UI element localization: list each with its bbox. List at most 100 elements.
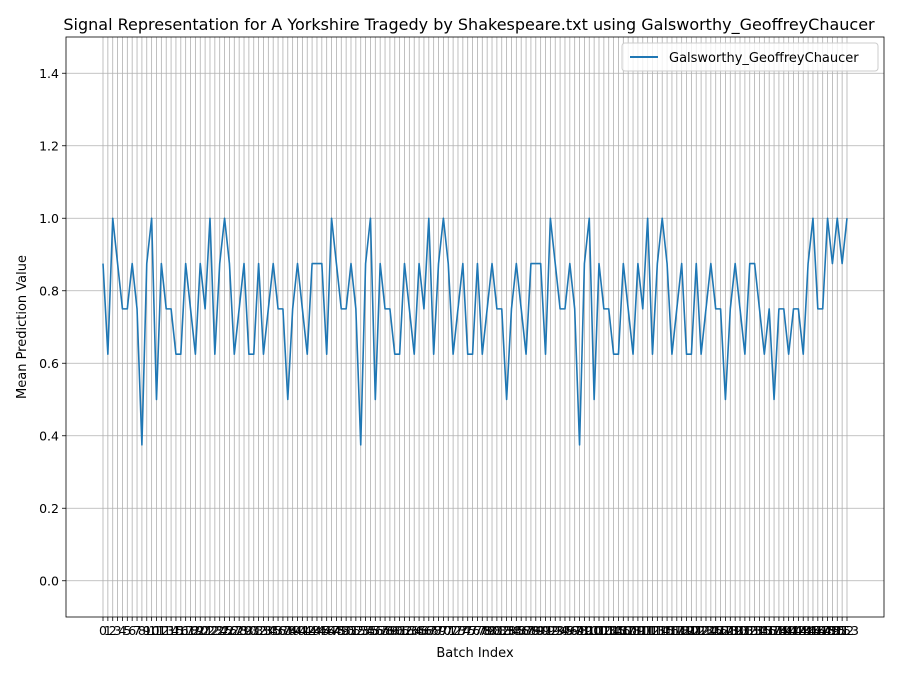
x-tick-label: 42 — [299, 623, 315, 638]
x-tick-label: 3 — [114, 623, 122, 638]
x-tick-label: 52 — [348, 623, 364, 638]
y-tick-label: 0.6 — [39, 356, 59, 371]
x-tick-label: 26 — [221, 623, 237, 638]
x-tick-label: 22 — [202, 623, 218, 638]
x-tick-label: 21 — [197, 623, 213, 638]
x-tick-label: 123 — [689, 623, 713, 638]
x-tick-label: 101 — [582, 623, 606, 638]
x-tick-label: 71 — [440, 623, 456, 638]
x-tick-label: 133 — [738, 623, 762, 638]
x-tick-label: 47 — [324, 623, 340, 638]
x-tick-label: 48 — [328, 623, 344, 638]
x-tick-label: 124 — [694, 623, 718, 638]
x-tick-label: 65 — [411, 623, 427, 638]
x-tick-label: 14 — [163, 623, 179, 638]
x-tick-label: 127 — [709, 623, 733, 638]
x-tick-label: 50 — [338, 623, 354, 638]
legend-box — [621, 42, 879, 72]
x-tick-label: 31 — [246, 623, 262, 638]
x-tick-label: 99 — [576, 623, 592, 638]
x-tick-label: 60 — [387, 623, 403, 638]
x-tick-label: 152 — [830, 623, 854, 638]
x-tick-label: 75 — [460, 623, 476, 638]
x-tick-label: 2 — [109, 623, 117, 638]
x-tick-label: 13 — [158, 623, 174, 638]
x-tick-label: 41 — [294, 623, 310, 638]
x-tick-label: 100 — [577, 623, 601, 638]
x-tick-label: 87 — [518, 623, 534, 638]
x-tick-label: 91 — [538, 623, 554, 638]
x-tick-label: 32 — [251, 623, 267, 638]
x-tick-label: 38 — [280, 623, 296, 638]
x-tick-label: 63 — [401, 623, 417, 638]
x-tick-label: 58 — [377, 623, 393, 638]
x-tick-label: 76 — [465, 623, 481, 638]
x-tick-label: 10 — [144, 623, 160, 638]
x-tick-label: 119 — [670, 623, 694, 638]
x-tick-label: 62 — [397, 623, 413, 638]
x-tick-label: 30 — [241, 623, 257, 638]
x-tick-label: 24 — [212, 623, 228, 638]
x-tick-label: 125 — [699, 623, 723, 638]
x-tick-label: 68 — [426, 623, 442, 638]
x-tick-label: 135 — [748, 623, 772, 638]
x-tick-label: 64 — [406, 623, 422, 638]
x-tick-label: 97 — [567, 623, 583, 638]
x-tick-label: 39 — [285, 623, 301, 638]
x-tick-label: 73 — [450, 623, 466, 638]
x-tick-label: 37 — [275, 623, 291, 638]
x-tick-label: 86 — [513, 623, 529, 638]
x-tick-label: 27 — [226, 623, 242, 638]
x-tick-label: 149 — [816, 623, 840, 638]
x-tick-label: 17 — [178, 623, 194, 638]
x-tick-label: 46 — [319, 623, 335, 638]
x-tick-label: 105 — [602, 623, 626, 638]
x-tick-label: 112 — [636, 623, 660, 638]
x-tick-label: 11 — [149, 623, 165, 638]
x-tick-label: 59 — [382, 623, 398, 638]
x-tick-label: 110 — [626, 623, 650, 638]
x-tick-label: 28 — [231, 623, 247, 638]
x-tick-label: 61 — [392, 623, 408, 638]
x-tick-label: 96 — [562, 623, 578, 638]
x-tick-label: 137 — [757, 623, 781, 638]
x-tick-label: 70 — [435, 623, 451, 638]
x-tick-label: 84 — [504, 623, 520, 638]
x-tick-label: 116 — [655, 623, 679, 638]
x-tick-label: 18 — [183, 623, 199, 638]
x-tick-label: 126 — [704, 623, 728, 638]
x-tick-label: 69 — [431, 623, 447, 638]
x-tick-label: 103 — [592, 623, 616, 638]
x-tick-label: 122 — [684, 623, 708, 638]
x-tick-label: 138 — [762, 623, 786, 638]
x-tick-label: 19 — [187, 623, 203, 638]
x-tick-label: 92 — [542, 623, 558, 638]
chart-title: Signal Representation for A Yorkshire Tr… — [63, 15, 875, 35]
x-tick-label: 44 — [309, 623, 325, 638]
x-tick-label: 139 — [767, 623, 791, 638]
x-tick-label: 108 — [616, 623, 640, 638]
x-tick-label: 131 — [728, 623, 752, 638]
x-tick-label: 5 — [123, 623, 131, 638]
x-tick-label: 34 — [260, 623, 276, 638]
x-tick-label: 132 — [733, 623, 757, 638]
x-tick-label: 136 — [752, 623, 776, 638]
plot-frame — [65, 36, 885, 618]
x-tick-label: 85 — [508, 623, 524, 638]
x-tick-label: 94 — [552, 623, 568, 638]
x-tick-label: 6 — [128, 623, 136, 638]
x-tick-label: 114 — [645, 623, 669, 638]
x-tick-label: 40 — [290, 623, 306, 638]
x-tick-label: 74 — [455, 623, 471, 638]
x-tick-label: 77 — [469, 623, 485, 638]
x-tick-label: 55 — [362, 623, 378, 638]
x-tick-label: 93 — [547, 623, 563, 638]
x-tick-label: 113 — [641, 623, 665, 638]
x-tick-label: 25 — [217, 623, 233, 638]
x-tick-label: 90 — [533, 623, 549, 638]
x-tick-label: 128 — [714, 623, 738, 638]
x-tick-label: 80 — [484, 623, 500, 638]
